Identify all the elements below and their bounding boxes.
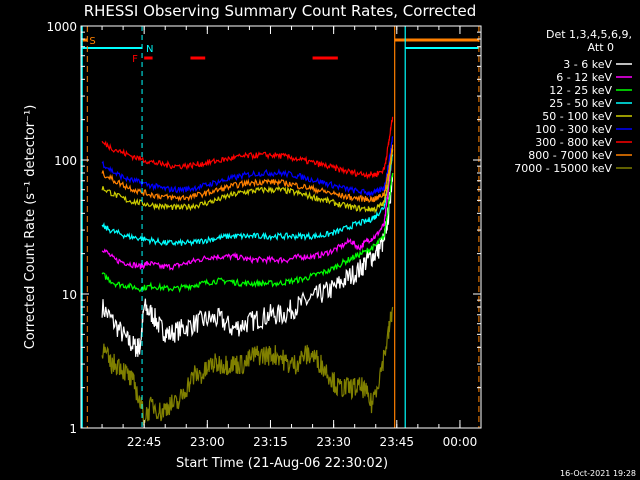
legend-label-4: 25 - 50 keV bbox=[549, 97, 612, 110]
chart-title: RHESSI Observing Summary Count Rates, Co… bbox=[84, 2, 477, 20]
legend-header-1: Det 1,3,4,5,6,9, bbox=[546, 28, 632, 41]
y-tick-label: 1 bbox=[69, 422, 77, 436]
x-tick-label: 23:45 bbox=[379, 435, 414, 449]
series-line-2 bbox=[101, 149, 394, 271]
series-lines bbox=[101, 116, 394, 426]
y-tick-label: 10 bbox=[62, 288, 77, 302]
series-line-3 bbox=[101, 172, 394, 293]
plot-frame bbox=[80, 25, 482, 429]
series-line-6 bbox=[101, 136, 394, 198]
legend-label-5: 50 - 100 keV bbox=[542, 110, 612, 123]
axes: 1 10 100 1000 22:45 23:00 23:15 23:30 23:45 00:00 bbox=[46, 20, 482, 449]
night-label: N bbox=[146, 44, 153, 55]
legend-header-2: Att 0 bbox=[588, 41, 614, 54]
series-line-1 bbox=[101, 172, 394, 357]
series-line-4 bbox=[101, 154, 394, 247]
y-axis-label: Corrected Count Rate (s⁻¹ detector⁻¹) bbox=[23, 105, 38, 350]
saa-label: S bbox=[89, 36, 95, 47]
series-line-5 bbox=[101, 149, 394, 215]
y-tick-label: 1000 bbox=[46, 20, 77, 34]
timestamp-stamp: 16-Oct-2021 19:28 bbox=[560, 469, 636, 478]
event-lines bbox=[81, 26, 480, 428]
x-axis-label: Start Time (21-Aug-06 22:30:02) bbox=[176, 456, 388, 471]
legend-label-2: 6 - 12 keV bbox=[556, 71, 612, 84]
x-tick-label: 23:30 bbox=[316, 435, 351, 449]
flare-label: F bbox=[132, 54, 138, 65]
legend-label-7: 300 - 800 keV bbox=[535, 136, 612, 149]
legend-label-3: 12 - 25 keV bbox=[549, 84, 612, 97]
legend-label-6: 100 - 300 keV bbox=[535, 123, 612, 136]
legend-label-8: 800 - 7000 keV bbox=[528, 149, 612, 162]
legend-label-1: 3 - 6 keV bbox=[563, 58, 612, 71]
x-tick-label: 23:00 bbox=[190, 435, 225, 449]
x-tick-label: 00:00 bbox=[443, 435, 478, 449]
x-tick-label: 23:15 bbox=[253, 435, 288, 449]
series-line-9 bbox=[101, 306, 394, 426]
series-line-7 bbox=[101, 116, 394, 180]
y-tick-label: 100 bbox=[54, 154, 77, 168]
legend-label-9: 7000 - 15000 keV bbox=[514, 162, 612, 175]
x-tick-label: 22:45 bbox=[127, 435, 162, 449]
series-line-8 bbox=[101, 144, 394, 203]
status-bars: S NF bbox=[81, 36, 479, 65]
